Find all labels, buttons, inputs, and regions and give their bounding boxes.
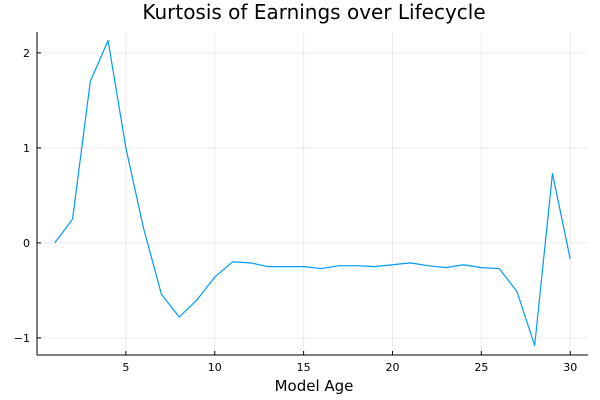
y-tick-label: 2 bbox=[23, 47, 30, 60]
x-tick-label: 30 bbox=[563, 361, 577, 374]
x-tick-label: 10 bbox=[208, 361, 222, 374]
x-axis-label: Model Age bbox=[275, 377, 354, 395]
x-tick-label: 20 bbox=[385, 361, 399, 374]
chart-title: Kurtosis of Earnings over Lifecycle bbox=[142, 0, 485, 24]
x-tick-label: 25 bbox=[474, 361, 488, 374]
y-tick-label: 1 bbox=[23, 142, 30, 155]
y-tick-label: −1 bbox=[14, 332, 30, 345]
x-tick-label: 15 bbox=[297, 361, 311, 374]
series-layer bbox=[54, 39, 571, 347]
grid-lines bbox=[37, 32, 588, 355]
y-tick-label: 0 bbox=[23, 237, 30, 250]
x-tick-label: 5 bbox=[122, 361, 129, 374]
axis-ticks: 5 10 15 20 25 30 −1 0 1 2 bbox=[14, 47, 577, 374]
series-line bbox=[54, 39, 571, 347]
